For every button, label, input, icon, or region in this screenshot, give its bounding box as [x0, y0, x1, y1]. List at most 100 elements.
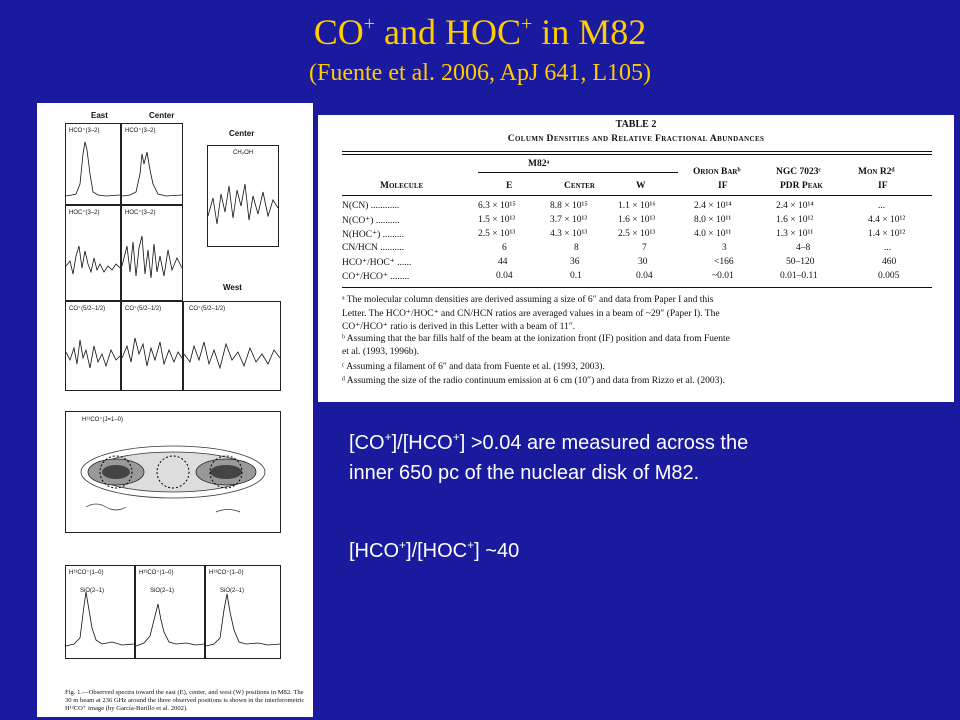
text-run: [HCO — [349, 540, 399, 562]
table-cell: CN/HCN .......... — [342, 243, 405, 253]
table-cell: 4.3 × 10¹³ — [550, 229, 588, 239]
table-cell: 8.8 × 10¹⁵ — [550, 201, 588, 211]
table-cell: ~0.01 — [712, 271, 734, 281]
table-cell: 1.6 × 10¹² — [776, 215, 814, 225]
table-note: ᶜ Assuming a filament of 6″ and data fro… — [342, 362, 605, 372]
table-rule — [342, 195, 932, 196]
spectrum-panel: CO⁺(5/2–1/2) — [121, 301, 183, 391]
contour-map: H¹³CO⁺(J=1–0) — [65, 411, 281, 533]
spectrum-panel: HCO⁺(3–2) — [121, 123, 183, 205]
table-caption: Column Densities and Relative Fractional… — [507, 134, 765, 144]
table-cell: 0.01–0.11 — [780, 271, 818, 281]
table-number: TABLE 2 — [615, 119, 657, 130]
table-cell: 3.7 × 10¹³ — [550, 215, 588, 225]
table-cell: 0.04 — [496, 271, 513, 281]
table-note: et al. (1993, 1996b). — [342, 347, 420, 357]
panel-label: CH₃OH — [233, 150, 254, 156]
table-cell: 0.1 — [570, 271, 582, 281]
table-cell: 2.5 × 10¹³ — [478, 229, 516, 239]
table-rule — [342, 154, 932, 155]
col-header-center: Center — [564, 181, 595, 191]
spectrum-panel: HCO⁺(3–2) — [65, 123, 121, 205]
spectra-figure: East Center HCO⁺(3–2) HCO⁺(3–2) HOC⁺(3–2… — [37, 103, 313, 717]
figure-caption: Fig. 1.—Observed spectra toward the east… — [65, 689, 305, 712]
table-cell: 4–8 — [796, 243, 811, 253]
text-run: [CO — [349, 432, 385, 454]
table-note: ᵃ The molecular column densities are der… — [342, 295, 714, 305]
table-note: ᵈ Assuming the size of the radio continu… — [342, 376, 725, 386]
text-run: ] >0.04 are measured across the — [459, 432, 749, 454]
table-note: ᵇ Assuming that the bar fills half of th… — [342, 334, 730, 344]
map-label: H¹³CO⁺(J=1–0) — [82, 417, 124, 423]
spectrum-panel: CO⁺(5/2–1/2) — [65, 301, 121, 391]
table-cell: 2.4 × 10¹⁴ — [776, 201, 814, 211]
slide-subtitle: (Fuente et al. 2006, ApJ 641, L105) — [309, 60, 651, 86]
spectrum-panel: H¹³CO⁺(1–0) SiO(2–1) — [205, 565, 281, 659]
spectrum-plot — [121, 151, 183, 197]
center-inset-label: Center — [229, 129, 255, 138]
panel-label: HOC⁺(3–2) — [125, 210, 156, 216]
spectrum-plot — [135, 603, 205, 647]
table-cell: 0.04 — [636, 271, 653, 281]
table-cell: 1.3 × 10¹¹ — [776, 229, 814, 239]
west-label: West — [223, 283, 242, 292]
table-note: CO⁺/HCO⁺ ratio is derived in this Letter… — [342, 322, 576, 332]
col-header-w: W — [636, 181, 646, 191]
spectrum-panel: CO⁺(5/2–1/2) — [183, 301, 281, 391]
group-header-m82: M82ᵃ — [528, 159, 550, 169]
title-sup: + — [363, 13, 375, 35]
spectrum-plot — [121, 337, 183, 367]
spectrum-plot — [65, 591, 135, 647]
group-header-ngc: NGC 7023ᶜ — [776, 167, 821, 177]
spectrum-plot — [65, 339, 121, 369]
table-cell: 50–120 — [786, 257, 815, 267]
spectrum-panel: H¹³CO⁺(1–0) SiO(2–1) — [65, 565, 135, 659]
panel-label: SiO(2–1) — [80, 588, 105, 594]
table-cell: 1.4 × 10¹² — [868, 229, 906, 239]
col-header-if: IF — [718, 181, 728, 191]
panel-label: H¹³CO⁺(1–0) — [139, 570, 174, 576]
panel-label: HCO⁺(3–2) — [69, 128, 100, 134]
finding-line: [CO+]/[HCO+] >0.04 are measured across t… — [349, 428, 748, 458]
table-cell: HCO⁺/HOC⁺ ...... — [342, 258, 412, 268]
table-cell: 7 — [642, 243, 647, 253]
table-cell: <166 — [714, 257, 734, 267]
text-sup: + — [384, 430, 392, 444]
text-run: ] ~40 — [474, 540, 520, 562]
table-cell: N(HOC⁺) ......... — [342, 230, 405, 240]
panel-label: CO⁺(5/2–1/2) — [189, 306, 226, 312]
spectrum-plot — [65, 245, 121, 275]
table-cell: 30 — [638, 257, 648, 267]
spectrum-panel: HOC⁺(3–2) — [121, 205, 183, 301]
finding-text-1: [CO+]/[HCO+] >0.04 are measured across t… — [349, 428, 748, 488]
text-sup: + — [467, 538, 475, 552]
panel-label: H¹³CO⁺(1–0) — [209, 570, 244, 576]
table-cell: 2.5 × 10¹³ — [618, 229, 656, 239]
table-cell: 1.5 × 10¹³ — [478, 215, 516, 225]
table-rule — [478, 172, 678, 173]
title-text: CO — [313, 12, 364, 52]
table-cell: 6.3 × 10¹⁵ — [478, 201, 516, 211]
col-header-pdr: PDR Peak — [780, 181, 823, 191]
contour-plot — [80, 445, 266, 513]
panel-label: H¹³CO⁺(1–0) — [69, 570, 104, 576]
spectrum-plot — [183, 341, 281, 370]
table-cell: CO⁺/HCO⁺ ........ — [342, 272, 410, 282]
table-cell: 44 — [498, 257, 508, 267]
spectrum-plot — [65, 141, 121, 197]
table-cell: 1.1 × 10¹⁶ — [618, 201, 656, 211]
table-cell: 2.4 × 10¹⁴ — [694, 201, 732, 211]
panel-label: HCO⁺(3–2) — [125, 128, 156, 134]
col-east-header: East — [91, 111, 108, 120]
table-cell: ... — [878, 201, 886, 211]
table-cell: 4.4 × 10¹² — [868, 215, 906, 225]
spectrum-plot — [121, 235, 183, 279]
table-note: Letter. The HCO⁺/HOC⁺ and CN/HCN ratios … — [342, 309, 720, 319]
panel-label: SiO(2–1) — [150, 588, 175, 594]
title-text: and HOC — [375, 12, 521, 52]
table-rule — [342, 151, 932, 152]
table-cell: 36 — [570, 257, 580, 267]
panel-label: CO⁺(5/2–1/2) — [125, 306, 162, 312]
table-cell: N(CN) ............ — [342, 201, 400, 211]
table-cell: 6 — [502, 243, 507, 253]
